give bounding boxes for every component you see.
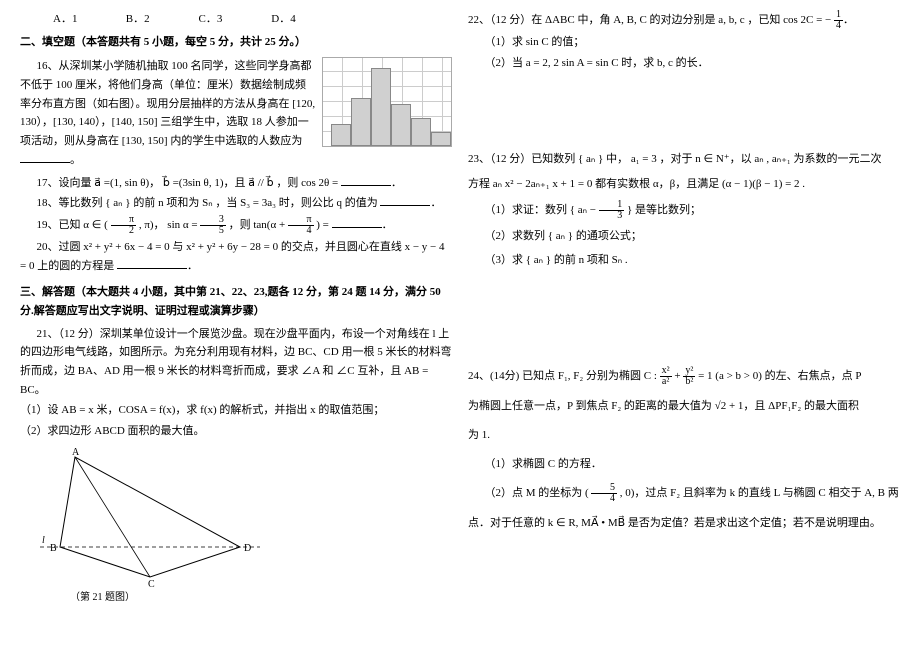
frac-pi-2: π2 bbox=[111, 215, 137, 236]
choice-c: C．3 bbox=[182, 10, 252, 29]
q23-stem-a: 23、（12 分）已知数列 { aₙ } 中， a₁ = 3 ，对于 n ∈ N… bbox=[468, 150, 900, 169]
frac-pi-4: π4 bbox=[288, 215, 314, 236]
right-column: 22、（12 分）在 ΔABC 中，角 A, B, C 的对边分别是 a, b,… bbox=[460, 8, 908, 642]
q16-body: 16、从深圳某小学随机抽取 100 名同学，这些同学身高都不低于 100 厘米，… bbox=[20, 60, 315, 147]
q23-p2: （2）求数列 { aₙ } 的通项公式； bbox=[468, 227, 900, 246]
section-3-title: 三、解答题（本大题共 4 小题，其中第 21、22、23,题各 12 分，第 2… bbox=[20, 283, 452, 320]
q23-p1: （1）求证：数列 { aₙ − 13 } 是等比数列； bbox=[468, 200, 900, 221]
q23-p1b: } 是等比数列； bbox=[627, 204, 701, 216]
q23-block: 23、（12 分）已知数列 { aₙ } 中， a₁ = 3 ，对于 n ∈ N… bbox=[468, 150, 900, 270]
frac-x2-a2: x²a² bbox=[660, 366, 672, 387]
blank bbox=[380, 195, 430, 206]
q24-block: 24、(14分) 已知点 F₁, F₂ 分别为椭圆 C : x²a² + y²b… bbox=[468, 366, 900, 533]
histogram-figure bbox=[322, 57, 452, 147]
hist-bar bbox=[431, 132, 451, 146]
spacer bbox=[468, 276, 900, 356]
q24-b: = 1 (a > b > 0) 的左、右焦点，点 P bbox=[698, 370, 861, 382]
frac-y2-b2: y²b² bbox=[683, 366, 695, 387]
q21-p2: （2）求四边形 ABCD 面积的最大值。 bbox=[20, 422, 452, 441]
q23-p1a: （1）求证：数列 { aₙ − bbox=[485, 204, 599, 216]
figure-caption: （第 21 题图） bbox=[70, 589, 452, 606]
q22-a: 22、（12 分）在 ΔABC 中，角 A, B, C 的对边分别是 a, b,… bbox=[468, 14, 831, 26]
quadrilateral-figure: A B C D l bbox=[40, 447, 260, 587]
choice-a: A．1 bbox=[37, 10, 107, 29]
q19-b: , π)， sin α = bbox=[139, 219, 201, 231]
q22-p1: （1）求 sin C 的值； bbox=[468, 33, 900, 52]
q24-p1: （1）求椭圆 C 的方程． bbox=[468, 455, 900, 474]
q24-a: 24、(14分) 已知点 F₁, F₂ 分别为椭圆 C : bbox=[468, 370, 660, 382]
hist-bar bbox=[371, 68, 391, 146]
q22-p2: （2）当 a = 2, 2 sin A = sin C 时，求 b, c 的长． bbox=[468, 54, 900, 73]
q21-p1: （1）设 AB = x 米，COSA = f(x)，求 f(x) 的解析式，并指… bbox=[20, 401, 452, 420]
q24-p2: （2）点 M 的坐标为 ( 54 , 0)，过点 F₂ 且斜率为 k 的直线 L… bbox=[468, 483, 900, 504]
label-l: l bbox=[42, 535, 45, 546]
label-D: D bbox=[244, 543, 251, 554]
q16-block: 16、从深圳某小学随机抽取 100 名同学，这些同学身高都不低于 100 厘米，… bbox=[20, 55, 452, 171]
q24-stem-c: 为椭圆上任意一点，P 到焦点 F₂ 的距离的最大值为 √2 + 1，且 ΔPF₁… bbox=[468, 397, 900, 416]
hist-bar bbox=[391, 104, 411, 146]
q21-stem: 21、（12 分）深圳某单位设计一个展览沙盘。现在沙盘平面内，布设一个对角线在 … bbox=[20, 325, 452, 400]
q23-stem-b: 方程 aₙ x² − 2aₙ₊₁ x + 1 = 0 都有实数根 α，β，且满足… bbox=[468, 175, 900, 194]
q18-body: 18、等比数列 { aₙ } 的前 n 项和为 Sₙ ，当 S₃ = 3a₃ 时… bbox=[37, 197, 378, 209]
q18: 18、等比数列 { aₙ } 的前 n 项和为 Sₙ ，当 S₃ = 3a₃ 时… bbox=[20, 194, 452, 213]
frac-1-3: 13 bbox=[599, 200, 625, 221]
label-B: B bbox=[50, 543, 57, 554]
frac-1-4: 14 bbox=[834, 10, 843, 31]
q19-d: ) = bbox=[316, 219, 329, 231]
label-A: A bbox=[72, 447, 80, 458]
hist-bar bbox=[411, 118, 431, 146]
q19-c: ，则 tan(α + bbox=[229, 219, 288, 231]
spacer bbox=[468, 74, 900, 144]
q24-p2b: , 0)，过点 F₂ 且斜率为 k 的直线 L 与椭圆 C 相交于 A, B 两 bbox=[620, 487, 899, 499]
blank bbox=[20, 152, 70, 163]
q24-stem-d: 为 1. bbox=[468, 426, 900, 445]
blank bbox=[341, 175, 391, 186]
hist-bar bbox=[331, 124, 351, 146]
section-2-title: 二、填空题（本答题共有 5 小题，每空 5 分，共计 25 分。） bbox=[20, 33, 452, 52]
mc-choices: A．1 B．2 C．3 D．4 bbox=[20, 10, 452, 29]
q22-stem: 22、（12 分）在 ΔABC 中，角 A, B, C 的对边分别是 a, b,… bbox=[468, 10, 900, 31]
q17-body: 17、设向量 a⃗ =(1, sin θ)， b⃗ =(3sin θ, 1)，且… bbox=[37, 177, 339, 189]
left-column: A．1 B．2 C．3 D．4 二、填空题（本答题共有 5 小题，每空 5 分，… bbox=[12, 8, 460, 642]
q19-a: 19、已知 α ∈ ( bbox=[37, 219, 108, 231]
q19: 19、已知 α ∈ ( π2 , π)， sin α = 35 ，则 tan(α… bbox=[20, 215, 452, 236]
hist-bar bbox=[351, 98, 371, 146]
frac-5-4: 54 bbox=[591, 483, 617, 504]
q17: 17、设向量 a⃗ =(1, sin θ)， b⃗ =(3sin θ, 1)，且… bbox=[20, 174, 452, 193]
q20: 20、过圆 x² + y² + 6x − 4 = 0 与 x² + y² + 6… bbox=[20, 238, 452, 275]
quad-svg: A B C D l bbox=[40, 447, 260, 587]
blank bbox=[332, 217, 382, 228]
q24-p2a: （2）点 M 的坐标为 ( bbox=[485, 487, 589, 499]
q20-body: 20、过圆 x² + y² + 6x − 4 = 0 与 x² + y² + 6… bbox=[20, 241, 444, 272]
q23-p3: （3）求 { aₙ } 的前 n 项和 Sₙ . bbox=[468, 251, 900, 270]
choice-b: B．2 bbox=[109, 10, 179, 29]
blank bbox=[117, 258, 187, 269]
q24-p2c: 点．对于任意的 k ∈ R, MA⃗ • MB⃗ 是否为定值？若是求出这个定值；… bbox=[468, 514, 900, 533]
label-C: C bbox=[148, 579, 155, 587]
frac-3-5: 35 bbox=[200, 215, 226, 236]
choice-d: D．4 bbox=[255, 10, 325, 29]
q24-stem-a: 24、(14分) 已知点 F₁, F₂ 分别为椭圆 C : x²a² + y²b… bbox=[468, 366, 900, 387]
